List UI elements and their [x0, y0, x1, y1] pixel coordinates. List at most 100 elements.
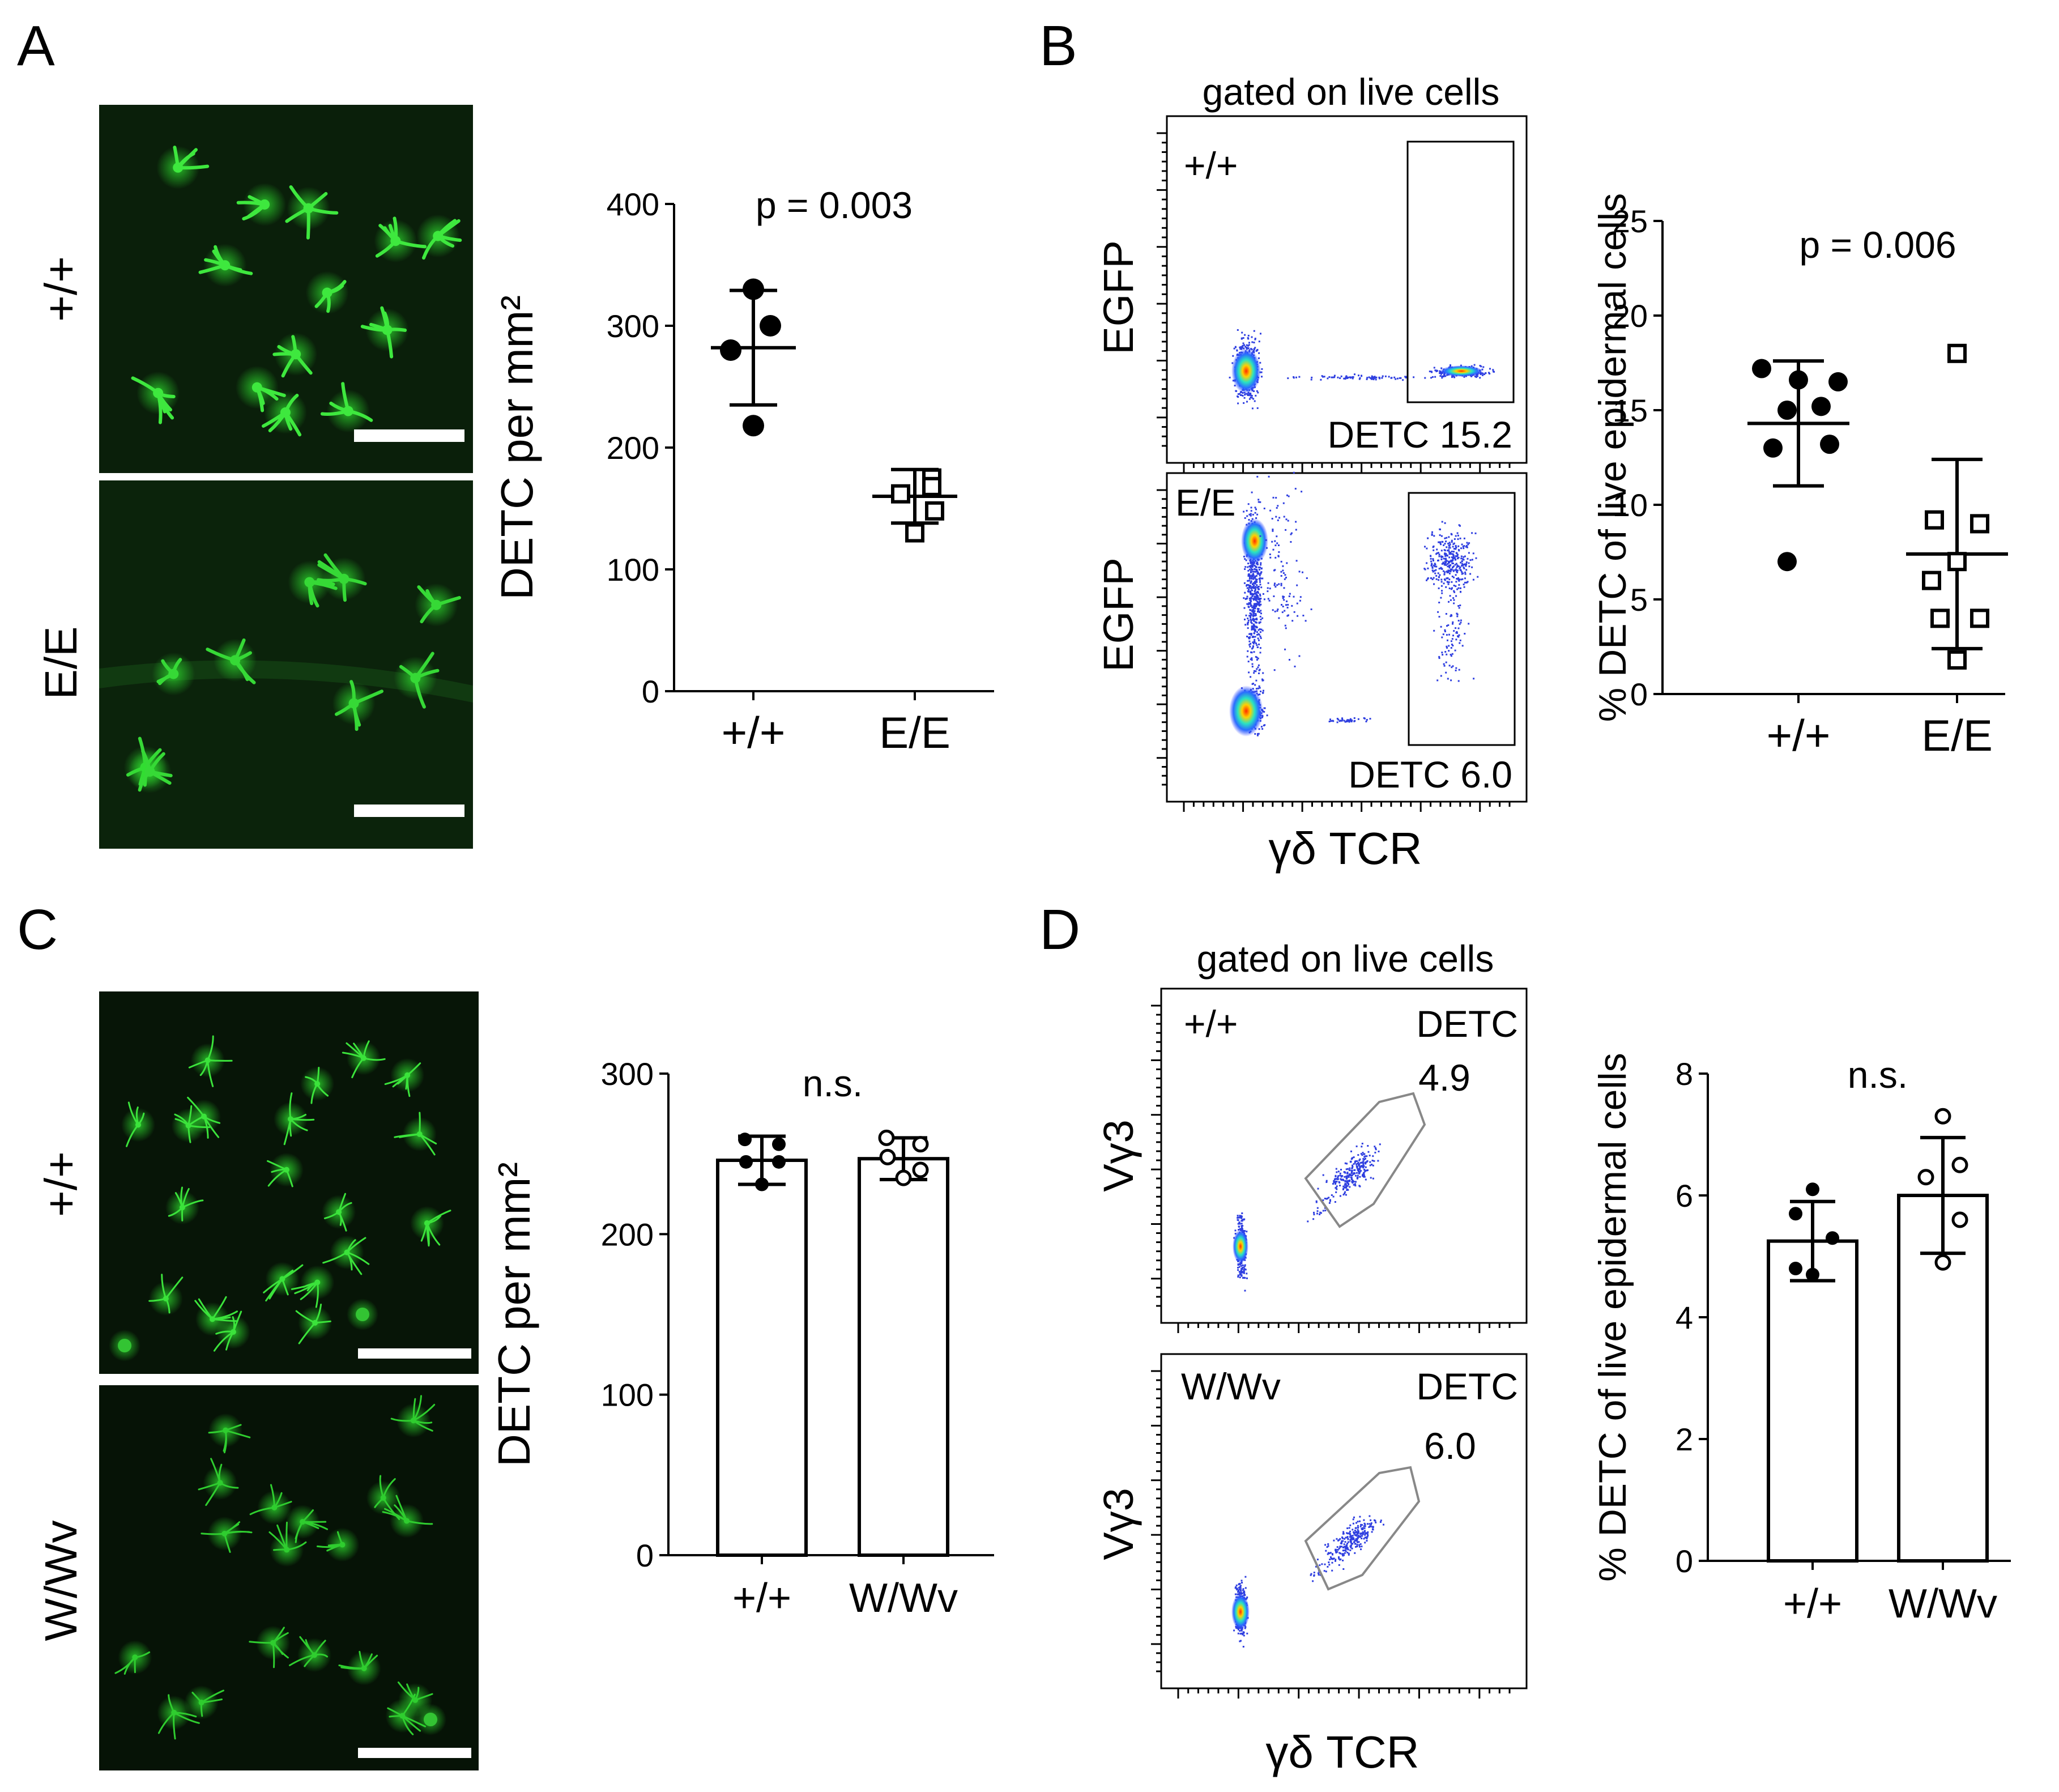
data-point — [1806, 1182, 1819, 1197]
y-tick-label: 400 — [607, 186, 659, 222]
flow-y-label: Vγ3 — [1095, 1488, 1142, 1560]
y-tick-label: 2 — [1676, 1421, 1693, 1457]
genotype-label: +/+ — [1184, 1003, 1238, 1045]
flow-y-label: EGFP — [1095, 240, 1142, 354]
data-point — [1811, 397, 1831, 416]
gate-label: DETC 15.2 — [1328, 414, 1512, 456]
genotype-label: +/+ — [36, 256, 86, 322]
data-point — [720, 339, 741, 361]
genotype-label: E/E — [1175, 482, 1235, 523]
scale-bar — [358, 1348, 471, 1359]
significance-label: n.s. — [803, 1062, 863, 1104]
data-point — [755, 1177, 769, 1191]
flow-axis-ticks — [1157, 132, 1511, 812]
x-tick-label: +/+ — [1783, 1581, 1842, 1627]
data-point — [739, 1155, 753, 1169]
y-tick-label: 200 — [601, 1216, 654, 1252]
flow-plot-d-top: +/+ DETC 4.9 — [1160, 987, 1528, 1324]
flow-plot-b-bottom: E/E DETC 6.0 — [1166, 471, 1528, 803]
panel-a-dot-plot: 0 100 200 300 400 +/+ E/E DETC per mm² p = 0.003 — [492, 184, 994, 757]
detc-gate — [1304, 1092, 1426, 1228]
data-point — [912, 1161, 929, 1178]
y-tick-label: 0 — [1676, 1543, 1693, 1579]
genotype-label: +/+ — [36, 1151, 86, 1217]
panel-d-letter: D — [1039, 898, 1080, 961]
data-point — [743, 415, 764, 437]
y-tick-label: 300 — [601, 1056, 654, 1092]
genotype-label: W/Wv — [1181, 1365, 1281, 1407]
y-tick-label: 300 — [607, 308, 659, 344]
y-tick-label: 25 — [1613, 203, 1648, 239]
data-point — [1789, 1262, 1802, 1275]
x-tick-label: +/+ — [732, 1576, 791, 1621]
data-point — [1922, 571, 1941, 590]
y-tick-label: 6 — [1676, 1178, 1693, 1214]
y-tick-label: 200 — [607, 430, 659, 466]
data-point — [1789, 370, 1808, 390]
data-point — [1951, 1156, 1968, 1173]
data-point — [895, 1169, 912, 1186]
data-point — [1934, 1108, 1951, 1125]
x-tick-label: E/E — [879, 708, 950, 757]
data-point — [772, 1155, 786, 1169]
data-point — [1820, 435, 1839, 454]
scale-bar — [358, 1748, 471, 1758]
data-point — [1777, 552, 1797, 572]
data-point — [905, 523, 924, 543]
y-tick-label: 15 — [1613, 393, 1648, 428]
x-tick-label: W/Wv — [1889, 1581, 1997, 1627]
genotype-label: +/+ — [1184, 144, 1238, 186]
data-point — [879, 1148, 896, 1165]
genotype-label: W/Wv — [36, 1520, 86, 1641]
bar — [716, 1159, 808, 1557]
data-point — [1763, 438, 1783, 458]
gate-value: 4.9 — [1418, 1057, 1470, 1099]
significance-label: p = 0.003 — [756, 184, 913, 226]
data-point — [1826, 1231, 1839, 1245]
gate-label: DETC 6.0 — [1348, 754, 1512, 795]
data-point — [878, 1129, 895, 1146]
data-point — [1917, 1169, 1934, 1186]
bar — [1767, 1239, 1858, 1563]
flow-plot-b-top: +/+ DETC 15.2 — [1166, 115, 1528, 464]
y-axis-label: DETC per mm² — [489, 1162, 539, 1467]
y-tick-label: 5 — [1630, 582, 1648, 618]
flow-axis-ticks — [1151, 1004, 1511, 1699]
significance-label: n.s. — [1848, 1054, 1908, 1096]
y-tick-label: 0 — [1630, 676, 1648, 712]
gating-label: gated on live cells — [1203, 71, 1500, 113]
significance-label: p = 0.006 — [1799, 224, 1956, 266]
data-point — [1951, 1211, 1968, 1228]
detc-gate — [1406, 141, 1515, 403]
panel-a-micrograph-bottom — [99, 480, 473, 849]
data-point — [1777, 401, 1797, 420]
flow-x-label: γδ TCR — [1268, 823, 1422, 874]
y-axis-label: % DETC of live epidermal cells — [1591, 193, 1634, 722]
data-point — [1934, 1254, 1951, 1271]
y-axis-label: % DETC of live epidermal cells — [1591, 1053, 1634, 1581]
y-tick-label: 20 — [1613, 298, 1648, 334]
panel-c-letter: C — [17, 898, 58, 961]
flow-x-label: γδ TCR — [1265, 1727, 1419, 1777]
detc-gate — [1408, 492, 1516, 746]
x-tick-label: W/Wv — [849, 1576, 958, 1621]
data-point — [738, 1133, 752, 1147]
y-tick-label: 100 — [607, 552, 659, 588]
data-point — [1970, 608, 1989, 628]
y-tick-label: 10 — [1613, 487, 1648, 523]
data-point — [1947, 552, 1967, 572]
data-point — [1970, 514, 1989, 534]
y-tick-label: 8 — [1676, 1056, 1693, 1092]
data-point — [1947, 650, 1967, 670]
flow-y-label: EGFP — [1095, 557, 1142, 671]
x-tick-label: +/+ — [722, 708, 786, 757]
gating-label: gated on live cells — [1197, 938, 1494, 980]
panel-b-letter: B — [1039, 14, 1077, 78]
data-point — [922, 476, 941, 496]
y-tick-label: 0 — [642, 674, 659, 709]
flow-y-label: Vγ3 — [1095, 1120, 1142, 1192]
y-axis-label: DETC per mm² — [492, 295, 542, 600]
data-point — [891, 484, 910, 504]
data-point — [912, 1136, 929, 1153]
